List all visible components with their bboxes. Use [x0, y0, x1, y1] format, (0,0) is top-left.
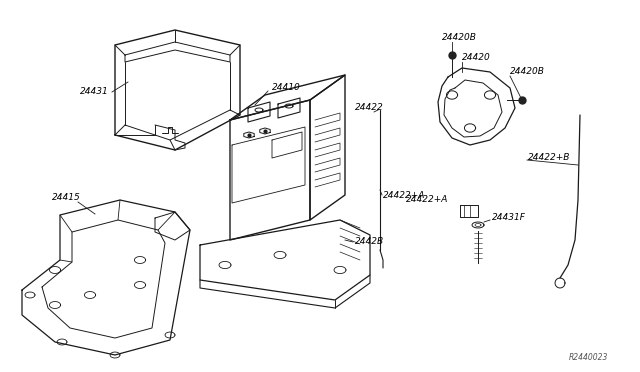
Text: 24422: 24422	[355, 103, 384, 112]
Text: 24422+A: 24422+A	[406, 196, 448, 205]
Text: 24420B: 24420B	[510, 67, 545, 77]
Text: 24431: 24431	[80, 87, 109, 96]
Text: 24431F: 24431F	[492, 214, 526, 222]
Text: 24410: 24410	[272, 83, 301, 93]
Text: R2440023: R2440023	[568, 353, 608, 362]
Text: 24420: 24420	[462, 54, 491, 62]
Text: 24422+A: 24422+A	[383, 190, 426, 199]
Text: 2442B: 2442B	[355, 237, 384, 247]
Text: 24420B: 24420B	[442, 33, 477, 42]
Text: 24415: 24415	[52, 193, 81, 202]
Text: 24422+B: 24422+B	[528, 154, 570, 163]
